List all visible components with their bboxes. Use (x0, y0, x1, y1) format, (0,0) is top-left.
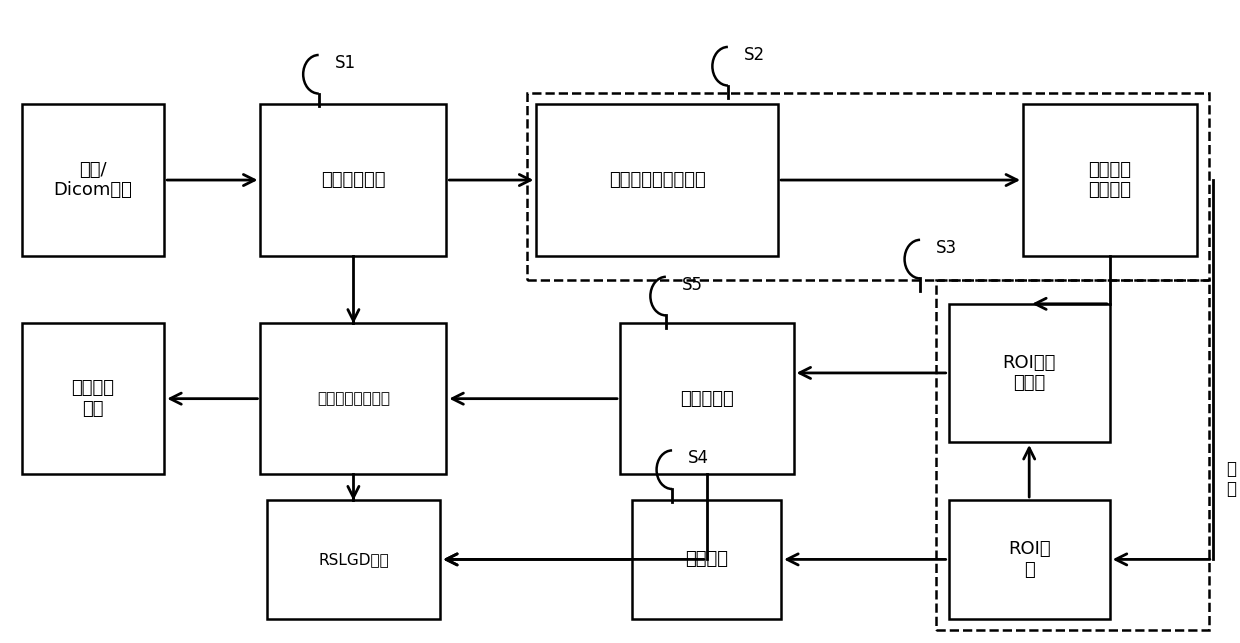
Text: 视频/
Dicom序列: 视频/ Dicom序列 (53, 161, 133, 199)
Text: ROI图像
二值图: ROI图像 二值图 (1002, 354, 1056, 392)
Text: S2: S2 (744, 46, 765, 64)
Text: S5: S5 (682, 276, 703, 293)
Text: RSLGD算法: RSLGD算法 (317, 552, 389, 567)
Bar (267, 500, 440, 619)
Text: S3: S3 (936, 239, 957, 257)
Bar (260, 104, 446, 255)
Text: S4: S4 (688, 449, 709, 467)
Bar (949, 304, 1110, 442)
Text: 待分割图像: 待分割图像 (680, 390, 734, 408)
Bar (620, 323, 794, 475)
Text: 下采样、降噪与平滑: 下采样、降噪与平滑 (609, 171, 706, 189)
Text: 处理后的
图像序列: 处理后的 图像序列 (1089, 161, 1131, 199)
Bar (260, 323, 446, 475)
Bar (936, 280, 1209, 630)
Text: ROI选
择: ROI选 择 (1008, 540, 1050, 579)
Text: S1: S1 (335, 54, 356, 71)
Bar (21, 323, 164, 475)
Text: 图像序列分割结果: 图像序列分割结果 (317, 391, 389, 406)
Text: 选
取: 选 取 (1226, 460, 1236, 498)
Text: 最终分割
结果: 最终分割 结果 (72, 379, 114, 418)
Text: 原始图像序列: 原始图像序列 (321, 171, 386, 189)
Bar (949, 500, 1110, 619)
Bar (536, 104, 779, 255)
Bar (632, 500, 781, 619)
Bar (1023, 104, 1197, 255)
Bar (527, 93, 1209, 280)
Text: 初始轮廓: 初始轮廓 (686, 550, 728, 568)
Bar (21, 104, 164, 255)
